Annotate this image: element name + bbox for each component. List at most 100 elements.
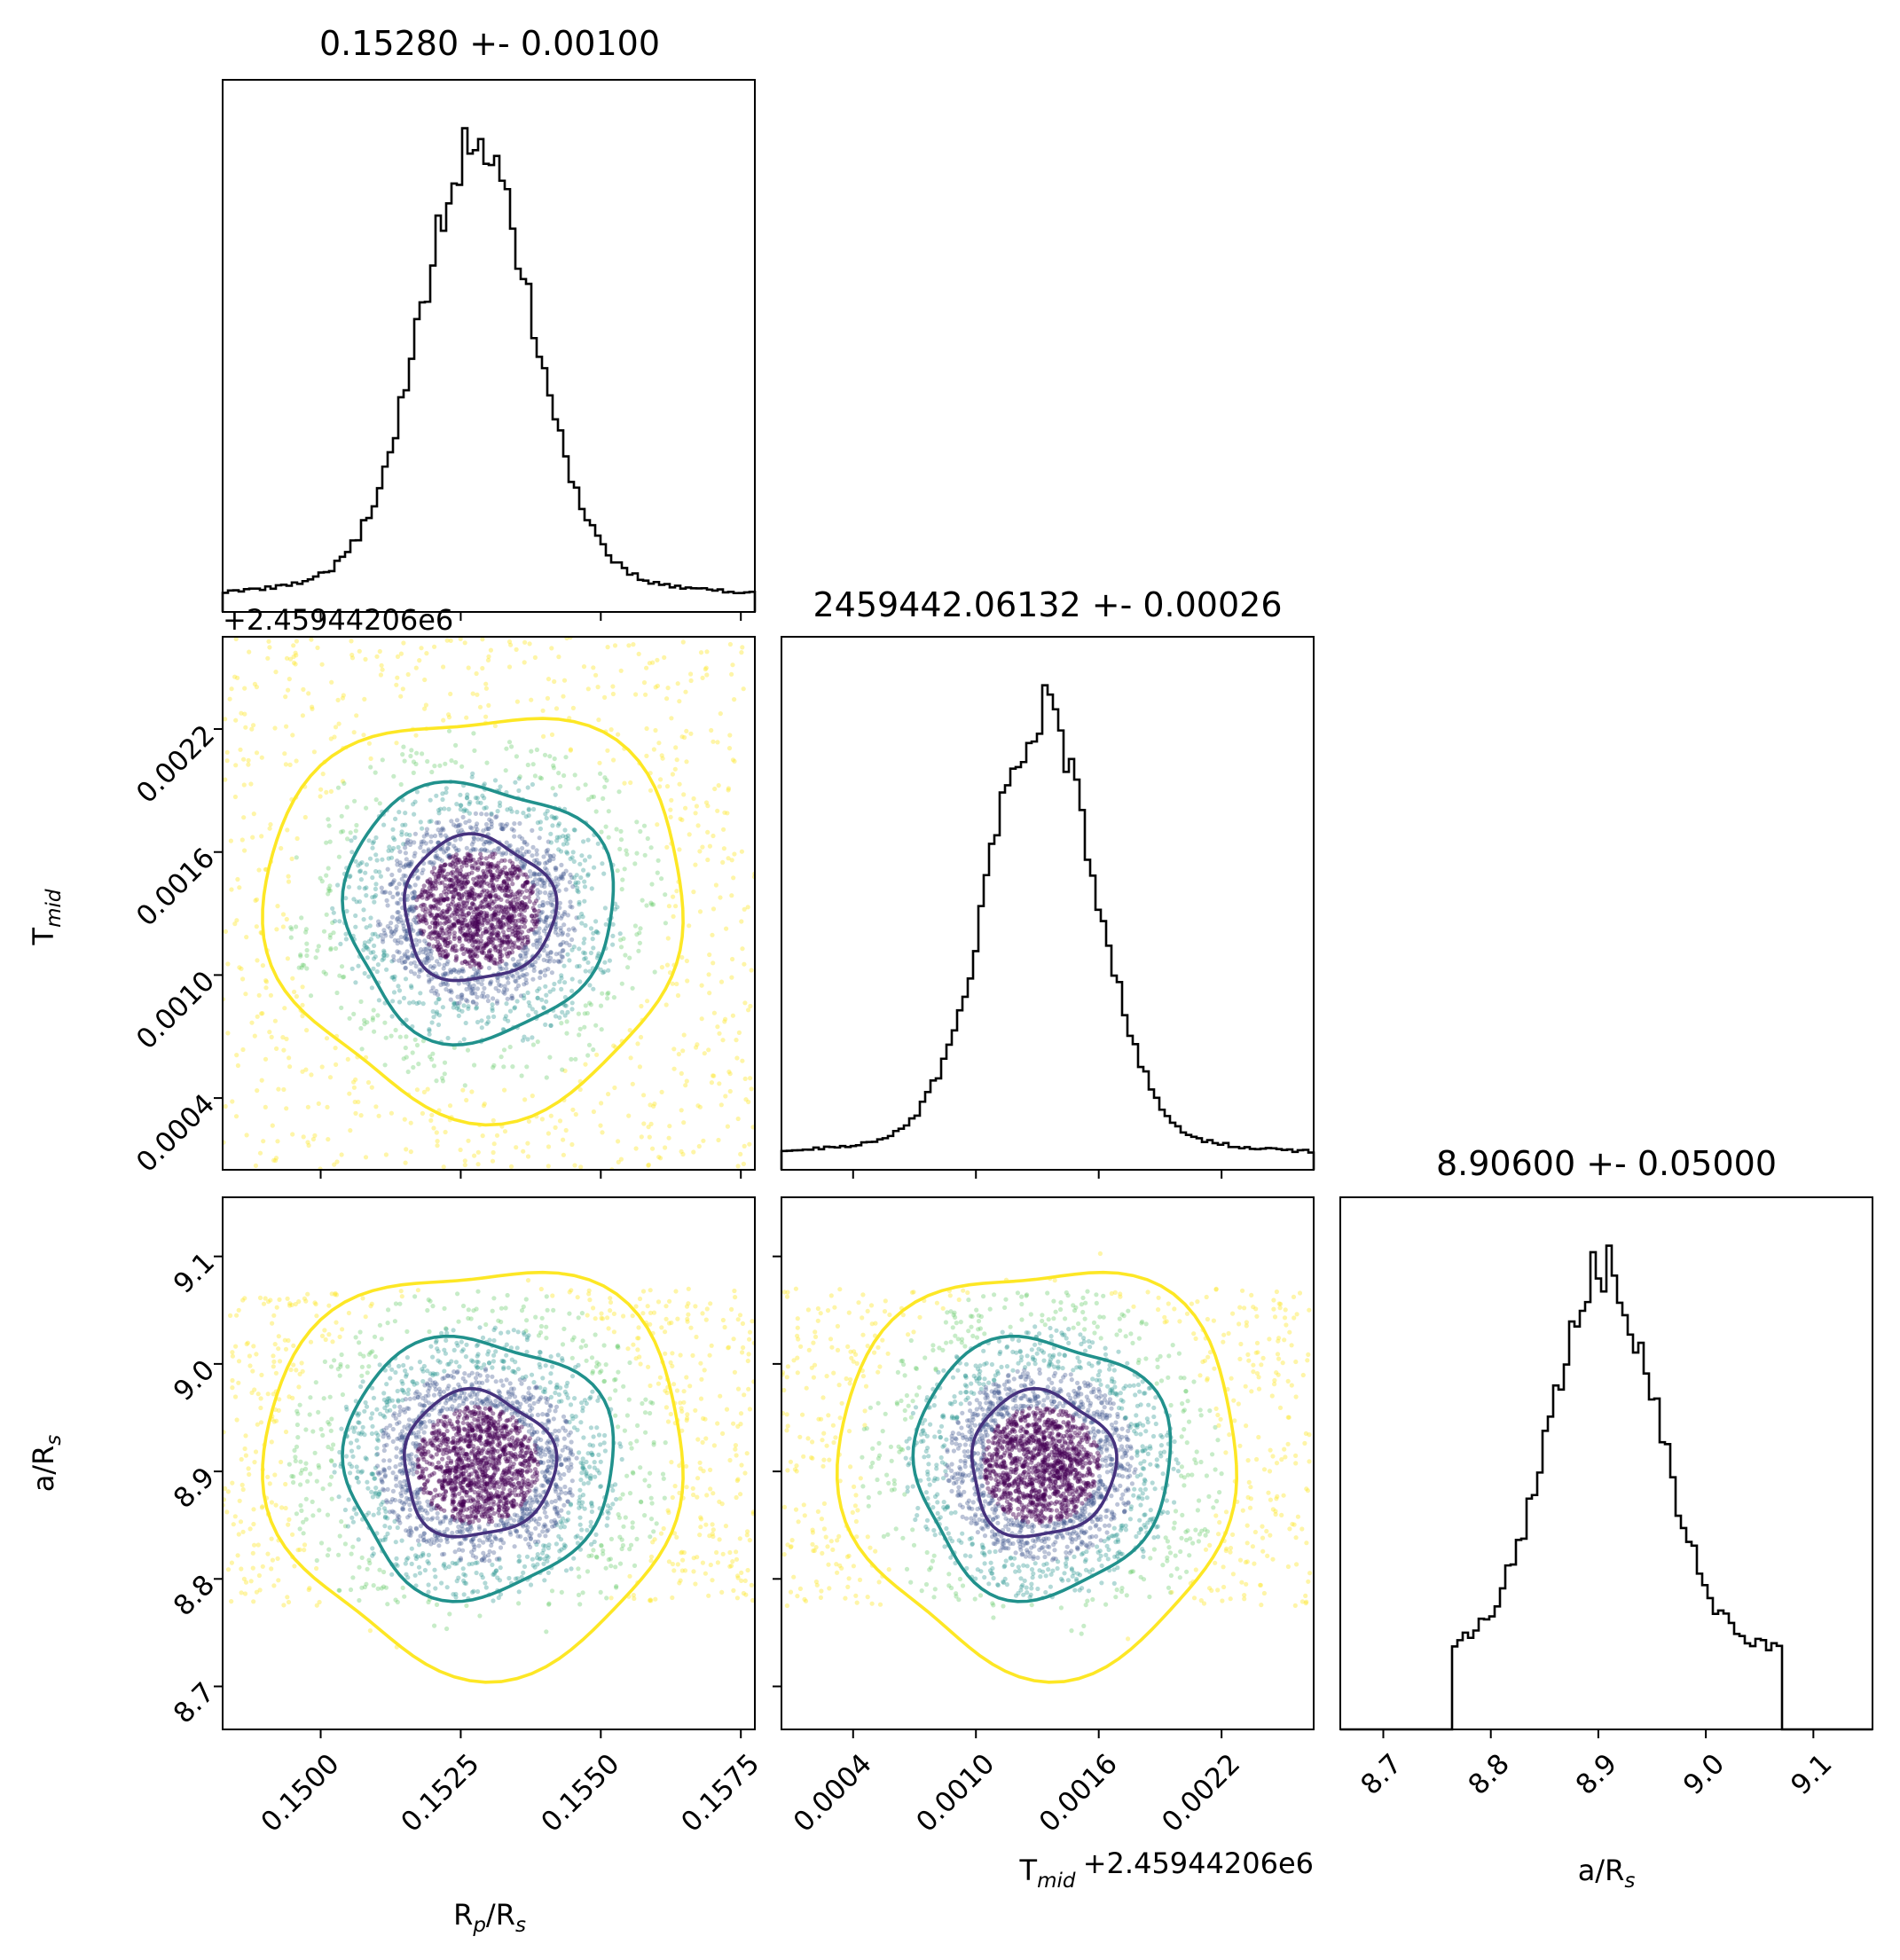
sample-point	[739, 849, 745, 854]
sample-point	[428, 797, 433, 803]
sample-point	[431, 1125, 436, 1131]
sample-point	[380, 957, 385, 963]
sample-point	[392, 1518, 397, 1525]
sample-point	[493, 892, 499, 898]
sample-point	[420, 913, 426, 919]
sample-point	[354, 1511, 359, 1517]
sample-point	[468, 955, 475, 960]
sample-point	[570, 850, 576, 855]
sample-point	[644, 903, 649, 908]
sample-point	[345, 1056, 350, 1062]
sample-point	[523, 849, 530, 854]
sample-point	[570, 884, 576, 890]
sample-point	[497, 1513, 502, 1518]
sample-point	[478, 800, 483, 805]
sample-point	[648, 900, 654, 906]
sample-point	[555, 959, 561, 964]
sample-point	[459, 895, 465, 900]
sample-point	[467, 960, 472, 965]
sample-point	[495, 917, 500, 923]
sample-point	[679, 1149, 684, 1154]
sample-point	[326, 817, 331, 822]
sample-point	[477, 945, 483, 951]
sample-point	[459, 992, 465, 998]
sample-point	[475, 796, 480, 801]
sample-point	[534, 872, 539, 877]
sample-point	[404, 932, 409, 937]
sample-point	[392, 1497, 397, 1503]
sample-point	[456, 1463, 461, 1469]
sample-point	[236, 1359, 242, 1364]
sample-point	[491, 886, 497, 891]
sample-point	[481, 1556, 486, 1561]
sample-point	[522, 942, 529, 947]
sample-point	[462, 918, 468, 923]
sample-point	[456, 918, 461, 924]
sample-point	[490, 1365, 495, 1370]
sample-point	[481, 991, 486, 996]
sample-point	[366, 974, 372, 979]
sample-point	[473, 1451, 478, 1457]
sample-point	[464, 715, 469, 720]
sample-point	[459, 884, 465, 890]
sample-point	[497, 872, 502, 877]
sample-point	[462, 1158, 467, 1164]
sample-point	[536, 896, 541, 901]
sample-point	[454, 874, 460, 879]
sample-point	[339, 1352, 344, 1358]
sample-point	[471, 949, 476, 954]
sample-point	[525, 939, 531, 945]
sample-point	[404, 956, 410, 961]
sample-point	[469, 922, 475, 928]
sample-point	[487, 1337, 492, 1343]
sample-point	[510, 931, 515, 937]
sample-point	[447, 841, 452, 847]
sample-point	[329, 679, 334, 685]
sample-point	[423, 1393, 428, 1399]
sample-point	[252, 1033, 257, 1039]
sample-point	[429, 881, 435, 886]
sample-point	[505, 1458, 510, 1463]
sample-point	[445, 897, 451, 902]
sample-point	[394, 741, 399, 746]
sample-point	[626, 1113, 632, 1118]
sample-point	[373, 797, 379, 803]
sample-point	[704, 1306, 710, 1312]
sample-point	[677, 699, 682, 704]
sample-point	[639, 1134, 644, 1140]
sample-point	[538, 1445, 545, 1451]
sample-point	[498, 949, 503, 954]
sample-point	[458, 836, 463, 842]
sample-point	[597, 1470, 602, 1476]
sample-point	[439, 947, 444, 953]
sample-point	[472, 945, 477, 950]
sample-point	[462, 1163, 467, 1168]
sample-point	[608, 1556, 614, 1562]
sample-point	[530, 880, 536, 885]
sample-point	[538, 826, 544, 832]
sample-point	[459, 764, 465, 769]
sample-point	[223, 1486, 228, 1491]
sample-point	[391, 976, 397, 982]
sample-point	[674, 757, 679, 763]
sample-point	[496, 1523, 502, 1528]
sample-point	[458, 859, 463, 865]
sample-point	[652, 1102, 657, 1107]
sample-point	[733, 1443, 739, 1448]
sample-point	[716, 783, 721, 788]
sample-point	[302, 1296, 307, 1301]
sample-point	[298, 1470, 303, 1476]
sample-point	[465, 855, 470, 860]
sample-point	[481, 930, 486, 936]
sample-point	[603, 921, 608, 927]
sample-point	[438, 806, 444, 811]
sample-point	[496, 895, 501, 900]
sample-point	[720, 859, 726, 866]
sample-point	[406, 1387, 412, 1392]
sample-point	[419, 842, 424, 847]
sample-point	[565, 833, 571, 838]
sample-point	[497, 937, 502, 943]
sample-point	[578, 1345, 584, 1350]
sample-point	[287, 1301, 293, 1306]
sample-point	[396, 910, 401, 915]
